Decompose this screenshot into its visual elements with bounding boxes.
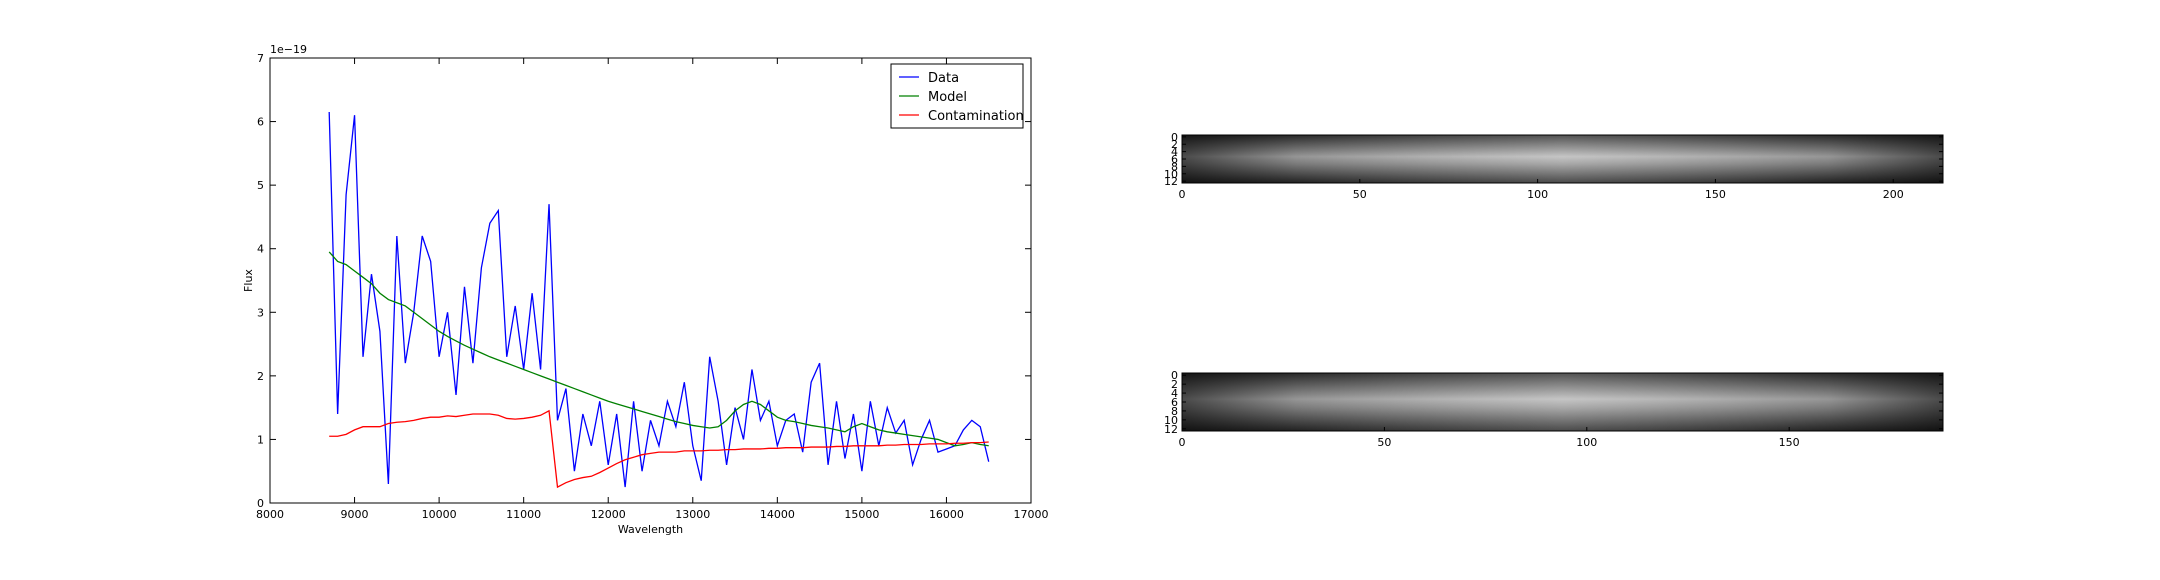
x-axis-label: Wavelength (618, 523, 683, 536)
y-offset-label: 1e−19 (270, 43, 307, 56)
y-tick-label: 10 (1164, 168, 1178, 181)
y-tick-label: 8 (1171, 160, 1178, 173)
x-tick-label: 150 (1705, 188, 1726, 201)
x-tick-label: 14000 (760, 508, 795, 521)
legend-label: Contamination (928, 109, 1024, 124)
x-tick-label: 50 (1353, 188, 1367, 201)
y-tick-label: 12 (1164, 423, 1178, 436)
y-tick-label: 6 (257, 116, 264, 129)
x-tick-label: 100 (1527, 188, 1548, 201)
x-tick-label: 10000 (422, 508, 457, 521)
x-tick-label: 8000 (256, 508, 284, 521)
legend-label: Data (928, 71, 959, 86)
y-axis-label: Flux (242, 269, 255, 292)
x-tick-label: 150 (1779, 436, 1800, 449)
y-tick-label: 1 (257, 433, 264, 446)
x-tick-label: 0 (1179, 188, 1186, 201)
x-tick-label: 11000 (506, 508, 541, 521)
x-tick-label: 17000 (1014, 508, 1049, 521)
y-tick-label: 8 (1171, 405, 1178, 418)
x-tick-label: 0 (1179, 436, 1186, 449)
series-line (329, 409, 989, 489)
x-tick-label: 50 (1377, 436, 1391, 449)
y-tick-label: 10 (1164, 414, 1178, 427)
y-tick-label: 5 (257, 179, 264, 192)
y-tick-label: 6 (1171, 153, 1178, 166)
x-tick-label: 9000 (341, 508, 369, 521)
legend-label: Model (928, 90, 967, 105)
y-tick-label: 7 (257, 52, 264, 65)
y-tick-label: 3 (257, 306, 264, 319)
x-tick-label: 12000 (591, 508, 626, 521)
spectrum-shading (1181, 134, 1944, 184)
x-tick-label: 200 (1883, 188, 1904, 201)
series-line (328, 251, 989, 447)
y-tick-label: 0 (1171, 131, 1178, 144)
y-tick-label: 4 (257, 243, 264, 256)
x-tick-label: 16000 (929, 508, 964, 521)
y-tick-label: 2 (1171, 138, 1178, 151)
y-tick-label: 0 (257, 497, 264, 510)
x-tick-label: 13000 (675, 508, 710, 521)
spectrum-shading (1181, 372, 1944, 432)
y-tick-label: 2 (257, 370, 264, 383)
x-tick-label: 15000 (844, 508, 879, 521)
y-tick-label: 0 (1171, 369, 1178, 382)
x-tick-label: 100 (1576, 436, 1597, 449)
y-tick-label: 2 (1171, 378, 1178, 391)
y-tick-label: 4 (1171, 146, 1178, 159)
y-tick-label: 4 (1171, 387, 1178, 400)
y-tick-label: 12 (1164, 175, 1178, 188)
plot-area (269, 57, 1032, 504)
y-tick-label: 6 (1171, 396, 1178, 409)
